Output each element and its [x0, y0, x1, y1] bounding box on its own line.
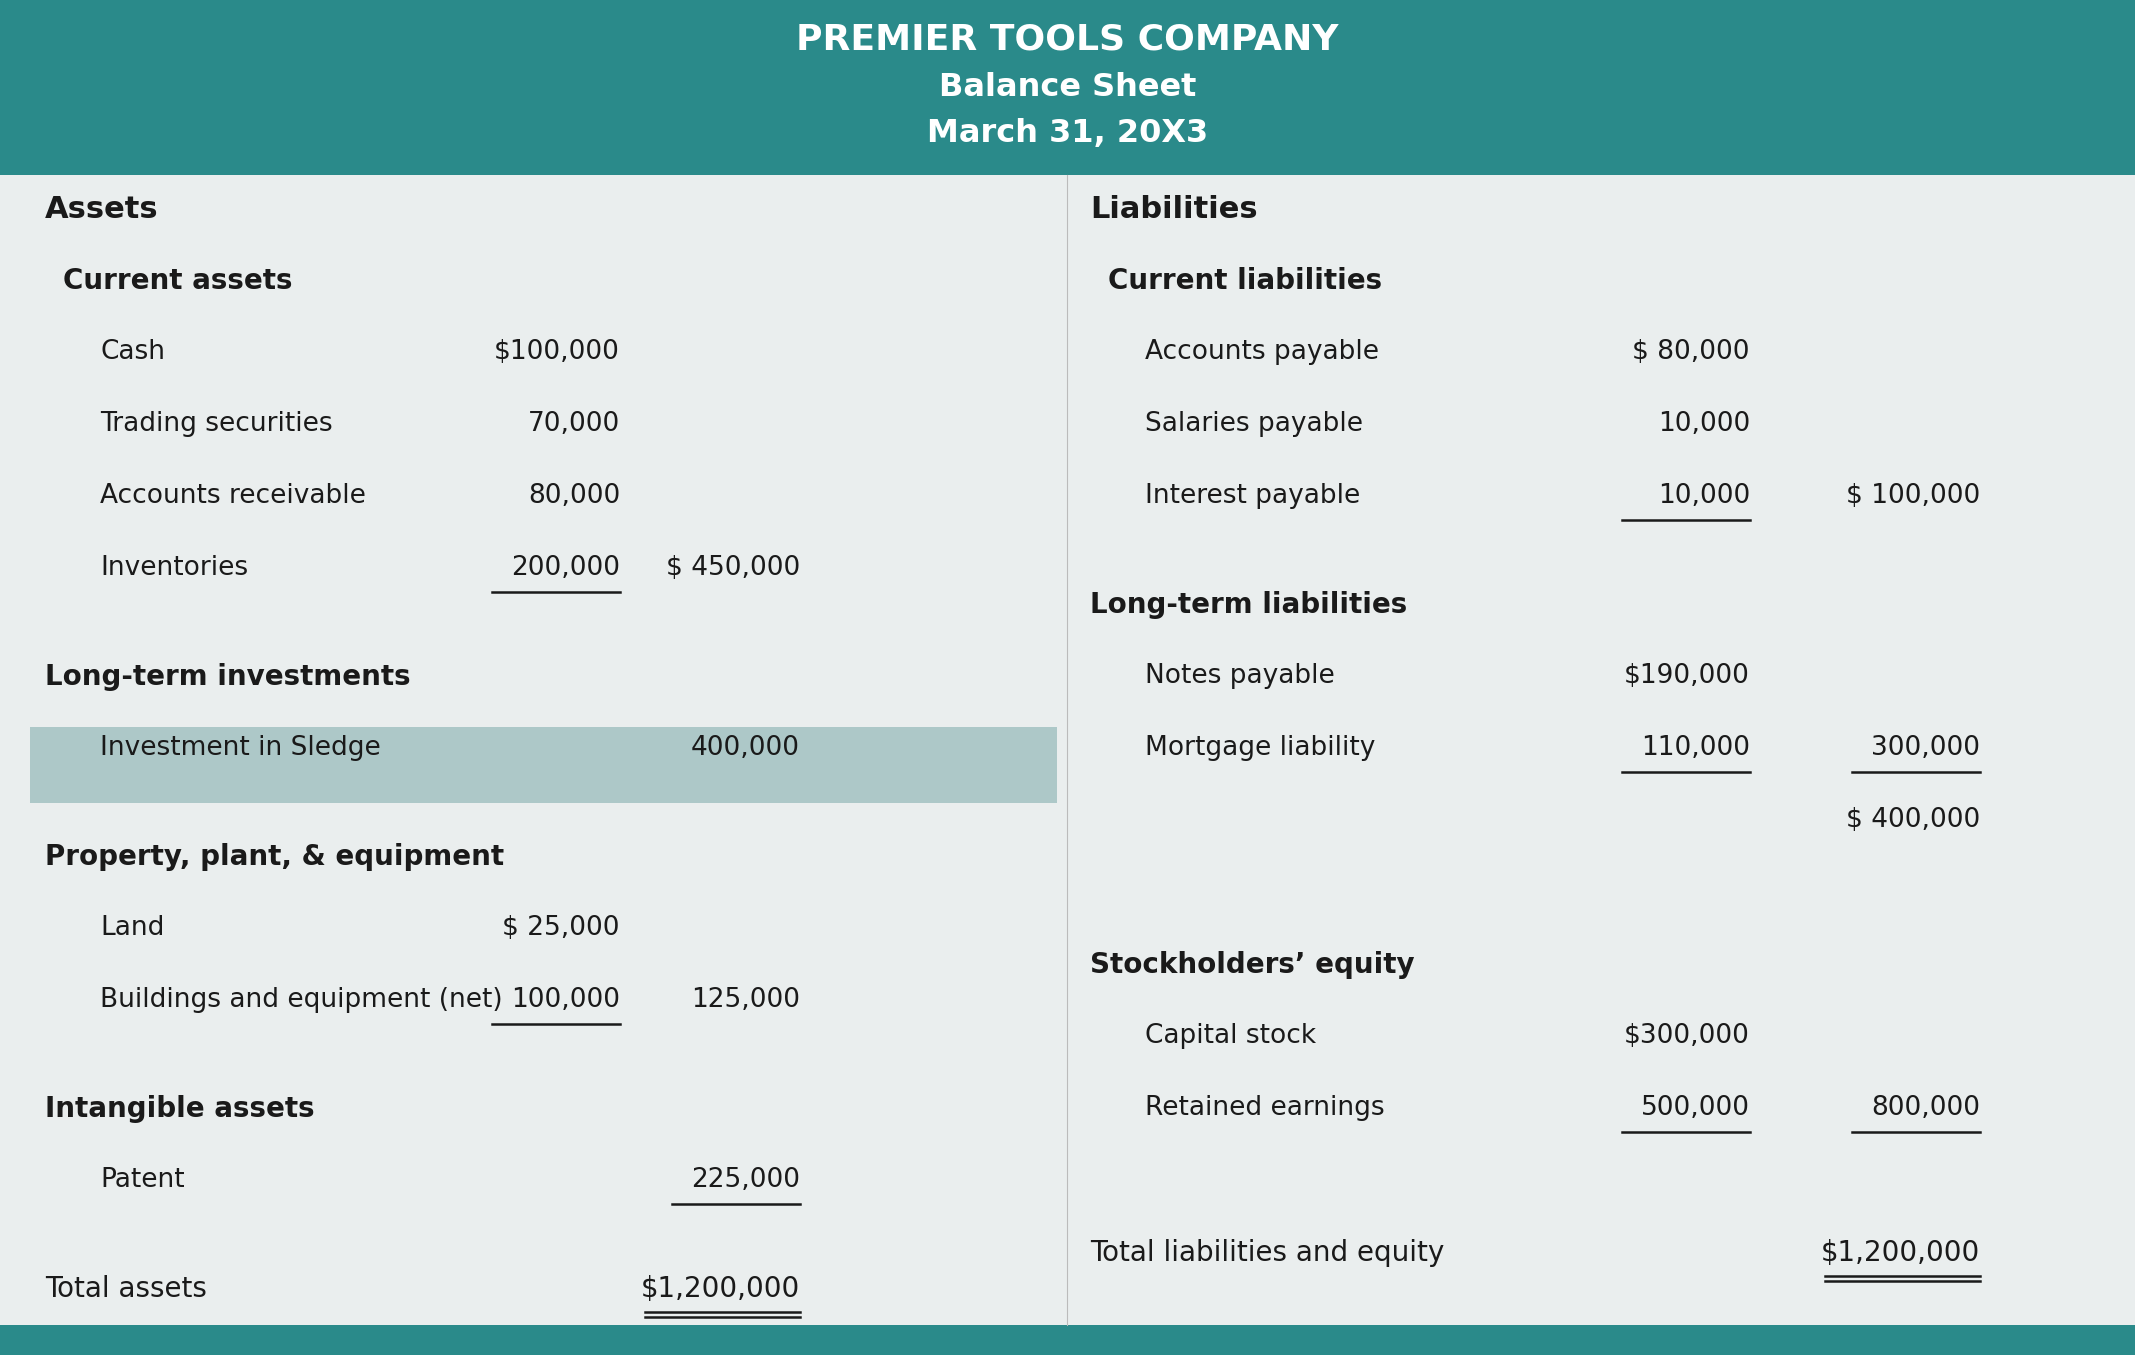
- Text: 300,000: 300,000: [1870, 734, 1979, 762]
- Text: Current assets: Current assets: [64, 267, 292, 295]
- Text: $1,200,000: $1,200,000: [1821, 1238, 1979, 1267]
- Text: Cash: Cash: [100, 339, 164, 364]
- Text: Land: Land: [100, 915, 164, 940]
- Text: 100,000: 100,000: [510, 986, 619, 1014]
- Text: 400,000: 400,000: [692, 734, 801, 762]
- Text: $300,000: $300,000: [1625, 1023, 1751, 1049]
- Text: Total assets: Total assets: [45, 1275, 207, 1304]
- Text: Accounts receivable: Accounts receivable: [100, 482, 365, 509]
- Text: Capital stock: Capital stock: [1144, 1023, 1315, 1049]
- Text: Long-term liabilities: Long-term liabilities: [1091, 591, 1407, 619]
- Text: $ 100,000: $ 100,000: [1847, 482, 1979, 509]
- Text: PREMIER TOOLS COMPANY: PREMIER TOOLS COMPANY: [796, 22, 1339, 56]
- Text: Salaries payable: Salaries payable: [1144, 411, 1362, 438]
- Text: 200,000: 200,000: [510, 556, 619, 581]
- Text: Notes payable: Notes payable: [1144, 663, 1334, 688]
- Text: $ 80,000: $ 80,000: [1633, 339, 1751, 364]
- Text: $ 450,000: $ 450,000: [666, 556, 801, 581]
- Text: $ 25,000: $ 25,000: [502, 915, 619, 940]
- Text: Balance Sheet: Balance Sheet: [939, 72, 1196, 103]
- Text: 125,000: 125,000: [692, 986, 801, 1014]
- Text: 10,000: 10,000: [1657, 411, 1751, 438]
- Text: Retained earnings: Retained earnings: [1144, 1095, 1386, 1121]
- Text: 110,000: 110,000: [1642, 734, 1751, 762]
- Text: 80,000: 80,000: [527, 482, 619, 509]
- FancyBboxPatch shape: [0, 1325, 2135, 1355]
- Text: Interest payable: Interest payable: [1144, 482, 1360, 509]
- Text: Intangible assets: Intangible assets: [45, 1095, 314, 1123]
- Text: Accounts payable: Accounts payable: [1144, 339, 1379, 364]
- Text: 70,000: 70,000: [527, 411, 619, 438]
- Text: $190,000: $190,000: [1625, 663, 1751, 688]
- Text: 225,000: 225,000: [692, 1167, 801, 1192]
- Text: Buildings and equipment (net): Buildings and equipment (net): [100, 986, 502, 1014]
- Text: 800,000: 800,000: [1870, 1095, 1979, 1121]
- Text: $1,200,000: $1,200,000: [640, 1275, 801, 1304]
- Text: 500,000: 500,000: [1642, 1095, 1751, 1121]
- Text: 10,000: 10,000: [1657, 482, 1751, 509]
- Text: Trading securities: Trading securities: [100, 411, 333, 438]
- Text: March 31, 20X3: March 31, 20X3: [927, 118, 1208, 149]
- Text: Inventories: Inventories: [100, 556, 248, 581]
- Text: Mortgage liability: Mortgage liability: [1144, 734, 1375, 762]
- Text: Total liabilities and equity: Total liabilities and equity: [1091, 1238, 1443, 1267]
- FancyBboxPatch shape: [0, 0, 2135, 175]
- Text: Patent: Patent: [100, 1167, 184, 1192]
- Text: Investment in Sledge: Investment in Sledge: [100, 734, 380, 762]
- Text: Liabilities: Liabilities: [1091, 195, 1258, 224]
- Text: Assets: Assets: [45, 195, 158, 224]
- Text: $ 400,000: $ 400,000: [1847, 808, 1979, 833]
- Text: Long-term investments: Long-term investments: [45, 663, 410, 691]
- Text: $100,000: $100,000: [493, 339, 619, 364]
- Text: Property, plant, & equipment: Property, plant, & equipment: [45, 843, 504, 871]
- FancyBboxPatch shape: [30, 728, 1057, 804]
- Text: Stockholders’ equity: Stockholders’ equity: [1091, 951, 1416, 980]
- Text: Current liabilities: Current liabilities: [1108, 267, 1381, 295]
